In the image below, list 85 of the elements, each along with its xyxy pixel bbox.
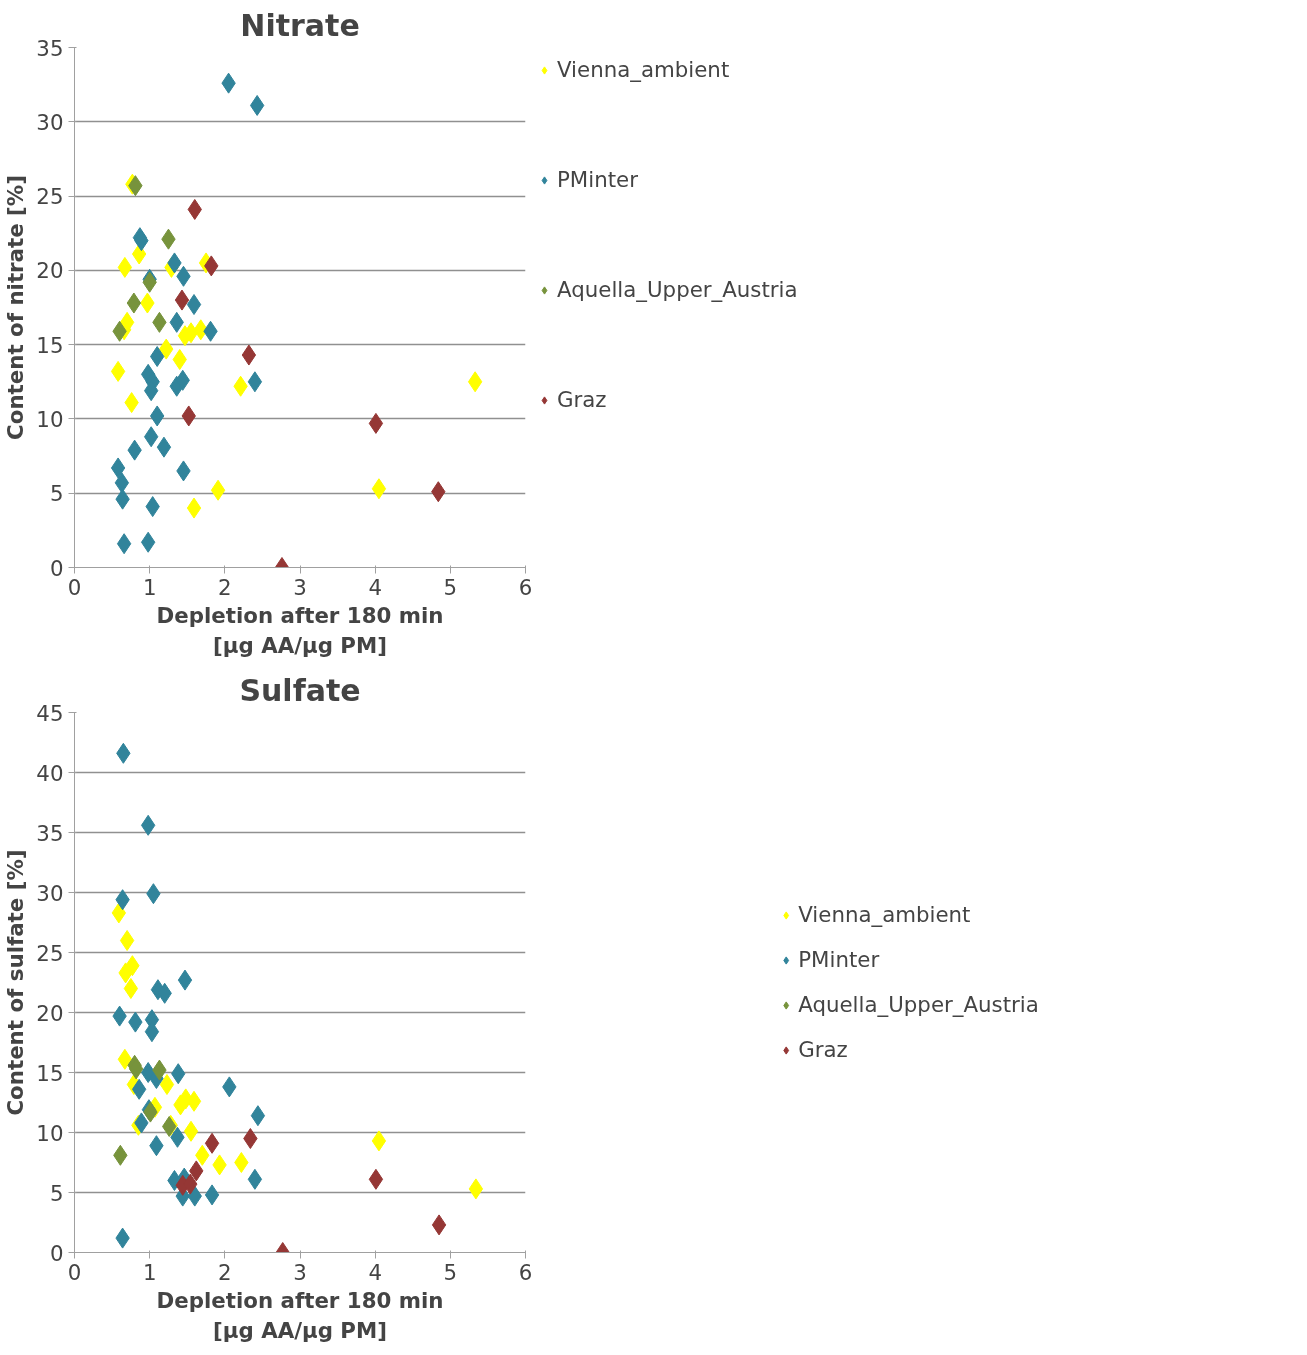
legend-label: Graz [557,387,607,412]
x-tick-label: 1 [142,1259,157,1285]
y-tick-label: 35 [36,820,64,846]
point [247,371,263,393]
y-tick-label: 25 [36,940,64,966]
y-tick-label: 5 [49,481,64,507]
chart-title: Sulfate [239,672,361,708]
legend-label: PMinter [798,947,880,972]
point [114,472,130,494]
point [467,371,483,393]
y-tick-label: 30 [36,880,64,906]
x-tick-label: 5 [443,574,458,600]
legend-label: Aquella_Upper_Austria [798,992,1039,1017]
x-tick-label: 5 [443,1259,458,1285]
x-tick-label: 6 [518,1259,533,1285]
point [156,436,172,458]
y-axis-title: Content of sulfate [%] [3,849,29,1116]
y-tick-label: 20 [36,258,64,284]
point [111,902,127,924]
legend-label: Graz [798,1037,848,1062]
point [243,1128,258,1149]
point [131,243,147,265]
point [172,349,187,370]
point [126,292,142,314]
point [159,1074,175,1095]
point [131,1078,147,1100]
point [247,1168,263,1190]
legend-label: PMinter [557,167,638,192]
y-tick-label: 15 [36,332,64,358]
x-tick-label: 3 [293,1259,307,1285]
x-axis-title: Depletion after 180 min [µg AA/µg PM] [156,1287,444,1343]
point [204,1184,220,1206]
point [183,322,199,344]
point [110,457,126,479]
point [204,1132,220,1154]
point [250,1105,266,1127]
y-tick-label: 0 [49,555,64,581]
y-axis-title: Content of nitrate [%] [3,175,29,440]
point [177,969,193,991]
point [368,1168,384,1190]
x-axis-title: Depletion after 180 min [µg AA/µg PM] [156,602,444,658]
point [249,94,265,116]
x-tick-label: 3 [293,574,307,600]
x-tick-label: 6 [518,574,533,600]
y-tick-label: 10 [36,1120,64,1146]
point [123,978,139,999]
chart-title: Nitrate [240,7,360,43]
point [431,1214,447,1236]
x-tick-label: 2 [218,1259,232,1285]
y-tick-label: 30 [36,109,64,135]
point [371,478,387,500]
point [468,1178,484,1200]
point [186,497,202,519]
point [241,344,257,366]
point [371,1130,387,1152]
point [117,256,133,278]
point [210,479,226,501]
point [368,412,384,434]
point [116,533,132,555]
y-tick-label: 20 [36,1000,64,1026]
y-tick-label: 40 [36,760,64,786]
point [234,1152,249,1173]
y-tick-label: 10 [36,406,64,432]
point [174,289,190,311]
point [110,360,126,382]
legend-label: Vienna_ambient [798,902,971,927]
point [186,294,202,316]
x-tick-label: 0 [67,1259,82,1285]
point [183,1120,199,1142]
point [186,1090,202,1112]
x-tick-label: 4 [368,1259,382,1285]
point [117,1048,133,1070]
x-tick-label: 4 [368,574,382,600]
x-tick-label: 2 [218,574,232,600]
x-tick-label: 1 [142,574,157,600]
y-tick-label: 45 [36,700,64,726]
x-tick-label: 0 [67,574,82,600]
y-tick-label: 15 [36,1060,64,1086]
legend-label: Vienna_ambient [557,57,730,82]
y-tick-label: 35 [36,35,64,61]
y-tick-label: 0 [49,1240,64,1266]
y-tick-label: 25 [36,184,64,210]
y-tick-label: 5 [49,1180,64,1206]
legend-label: Aquella_Upper_Austria [557,277,798,302]
point [119,930,135,951]
